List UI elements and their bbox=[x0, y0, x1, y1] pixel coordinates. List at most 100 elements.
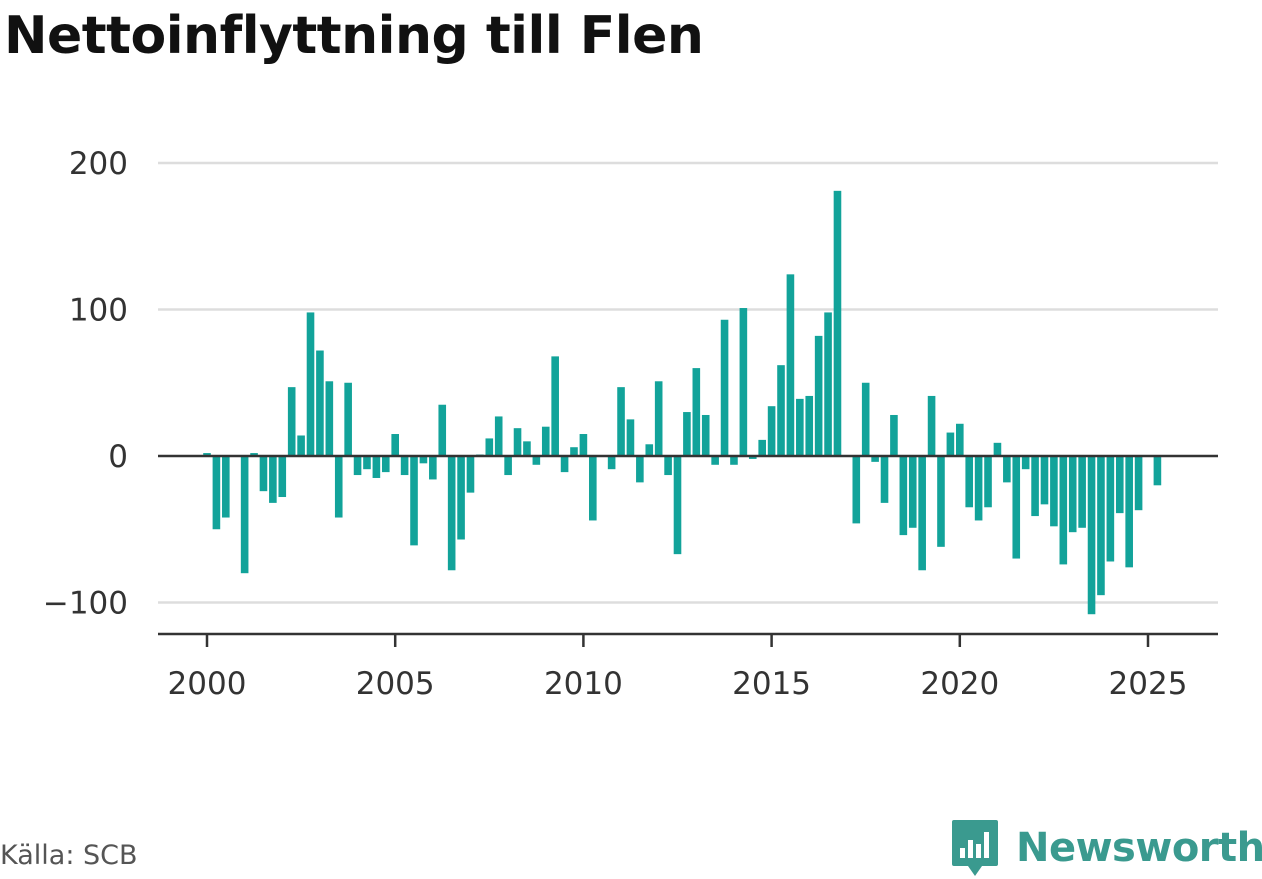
bar bbox=[523, 441, 531, 456]
bar bbox=[1012, 456, 1021, 559]
bar bbox=[626, 419, 635, 457]
bar bbox=[1125, 456, 1133, 568]
bar bbox=[344, 382, 352, 456]
bar bbox=[438, 404, 447, 456]
bar bbox=[353, 456, 362, 476]
x-tick-label: 2015 bbox=[732, 666, 811, 702]
bar bbox=[974, 456, 983, 521]
bar bbox=[1115, 456, 1124, 514]
bar bbox=[1003, 456, 1011, 483]
bar bbox=[485, 438, 494, 456]
bar bbox=[457, 456, 465, 540]
bar bbox=[212, 456, 221, 530]
bar bbox=[419, 456, 428, 464]
bar bbox=[1153, 456, 1162, 486]
bar bbox=[589, 456, 597, 521]
bar bbox=[381, 456, 390, 473]
grid-lines bbox=[158, 161, 1218, 604]
bar bbox=[993, 442, 1002, 456]
x-tick-label: 2010 bbox=[544, 666, 623, 702]
bar bbox=[918, 456, 926, 571]
bar bbox=[1068, 456, 1077, 533]
y-tick-label: 100 bbox=[69, 293, 128, 329]
bar bbox=[203, 453, 211, 456]
y-tick-label: 200 bbox=[69, 146, 128, 182]
bar bbox=[730, 456, 738, 465]
bar bbox=[250, 453, 258, 456]
bar bbox=[372, 456, 381, 478]
x-tick-label: 2005 bbox=[356, 666, 435, 702]
bar bbox=[692, 368, 701, 456]
chart-title: Nettoinflyttning till Flen bbox=[4, 6, 704, 66]
bar bbox=[447, 456, 456, 571]
bar bbox=[861, 382, 870, 456]
bar bbox=[654, 381, 663, 456]
bar bbox=[1097, 456, 1105, 596]
bar bbox=[306, 312, 315, 456]
bar bbox=[984, 456, 992, 508]
bar bbox=[410, 456, 418, 546]
bar bbox=[429, 456, 437, 480]
bar bbox=[767, 406, 776, 456]
bar bbox=[1021, 456, 1030, 470]
bar bbox=[1040, 456, 1049, 505]
bar bbox=[617, 387, 625, 456]
brand-logo: Newsworthy bbox=[950, 818, 1262, 878]
bar bbox=[899, 456, 908, 536]
bar bbox=[786, 274, 795, 456]
bar bbox=[607, 456, 616, 470]
bar bbox=[240, 456, 249, 574]
bar bbox=[466, 456, 475, 493]
bar bbox=[880, 456, 889, 503]
bar bbox=[259, 456, 268, 492]
bar bbox=[570, 447, 578, 456]
bar bbox=[956, 423, 964, 456]
y-tick-label: −100 bbox=[43, 586, 128, 622]
bar bbox=[946, 432, 955, 456]
bar bbox=[890, 414, 898, 456]
bar bbox=[1134, 456, 1143, 511]
bar bbox=[1078, 456, 1086, 528]
bar bbox=[701, 414, 710, 456]
bar bbox=[777, 365, 785, 456]
bar bbox=[937, 456, 945, 547]
bar bbox=[316, 350, 324, 456]
bar bbox=[814, 335, 823, 456]
x-tick-label: 2000 bbox=[168, 666, 247, 702]
bar bbox=[927, 395, 936, 456]
bar bbox=[965, 456, 974, 508]
bar bbox=[664, 456, 672, 476]
bar bbox=[1087, 456, 1096, 615]
newsworthy-logo-icon bbox=[952, 820, 998, 876]
bar bbox=[222, 456, 230, 518]
bar-chart: −100 0 100 200 2000 2005 2010 2015 2020 2025 bbox=[43, 146, 1218, 702]
bar bbox=[1106, 456, 1115, 562]
source-note: Källa: SCB bbox=[0, 840, 138, 871]
bar bbox=[796, 398, 804, 456]
bar bbox=[1059, 456, 1068, 565]
bar bbox=[278, 456, 287, 498]
bar bbox=[579, 434, 588, 456]
bar bbox=[758, 439, 766, 456]
bar bbox=[560, 456, 569, 473]
bar bbox=[711, 456, 719, 465]
bar bbox=[748, 456, 757, 459]
bar bbox=[645, 444, 654, 456]
bar bbox=[1031, 456, 1039, 517]
bar bbox=[297, 435, 305, 456]
bar bbox=[400, 456, 409, 476]
bar bbox=[363, 456, 371, 470]
bar bbox=[739, 308, 748, 456]
bar bbox=[334, 456, 343, 518]
y-tick-label: 0 bbox=[108, 439, 128, 475]
tick-labels: −100 0 100 200 2000 2005 2010 2015 2020 2025 bbox=[43, 146, 1188, 702]
x-tick-label: 2025 bbox=[1109, 666, 1188, 702]
bar bbox=[551, 356, 559, 456]
bar bbox=[1050, 456, 1058, 527]
bar bbox=[287, 387, 296, 456]
bar bbox=[269, 456, 277, 503]
bar bbox=[683, 412, 691, 456]
bar bbox=[504, 456, 512, 476]
bar bbox=[391, 434, 399, 456]
bar bbox=[833, 190, 842, 456]
